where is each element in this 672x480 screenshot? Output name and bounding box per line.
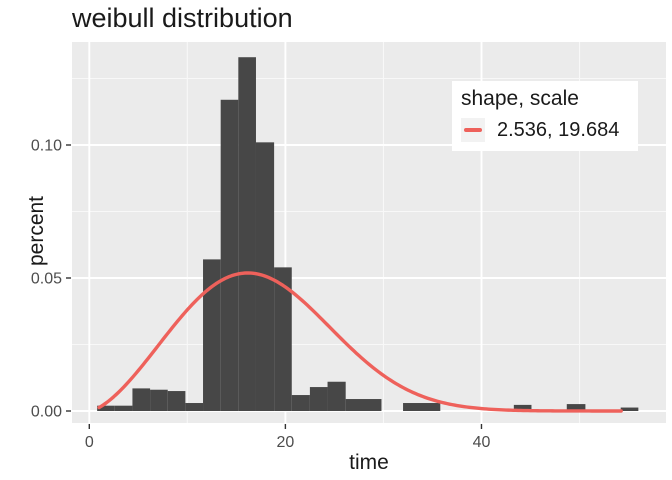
histogram-bar	[345, 399, 382, 412]
axis-tick-marks	[66, 144, 483, 429]
x-tick-label: 40	[473, 434, 491, 451]
x-tick-label: 0	[85, 434, 94, 451]
histogram-bar	[132, 388, 151, 412]
legend-entry: 2.536, 19.684	[461, 118, 638, 142]
legend: shape, scale 2.536, 19.684	[452, 81, 638, 151]
histogram-bar	[220, 99, 239, 412]
histogram-bar	[513, 404, 532, 412]
histogram-bar	[203, 259, 221, 412]
legend-title: shape, scale	[461, 87, 579, 110]
legend-key	[461, 118, 485, 142]
histogram-bar	[150, 389, 168, 412]
histogram-bar	[620, 407, 639, 412]
x-axis-title: time	[349, 451, 389, 474]
histogram-bar	[167, 391, 186, 412]
histogram-bar	[403, 403, 441, 412]
legend-key-red-line-icon	[464, 128, 482, 132]
histogram-bar	[274, 267, 292, 412]
y-tick-label: 0.10	[31, 137, 62, 154]
histogram-bar	[185, 403, 204, 412]
plot-title: weibull distribution	[72, 3, 293, 33]
y-tick-label: 0.00	[31, 404, 62, 421]
histogram-bar	[327, 381, 346, 412]
density-curve	[97, 271, 623, 413]
histogram-bar	[97, 405, 115, 412]
histogram-bar	[238, 57, 256, 412]
y-axis-title: percent	[25, 195, 48, 267]
axis-tick-labels: 0 20 40 0.00 0.05 0.10	[31, 137, 491, 451]
histogram-bar	[291, 395, 310, 412]
y-tick-label: 0.05	[31, 271, 62, 288]
x-tick-label: 20	[276, 434, 294, 451]
histogram-bar	[309, 387, 328, 412]
histogram-bar	[114, 405, 133, 412]
legend-entry-label: 2.536, 19.684	[497, 118, 620, 141]
histogram-bar	[566, 404, 586, 412]
